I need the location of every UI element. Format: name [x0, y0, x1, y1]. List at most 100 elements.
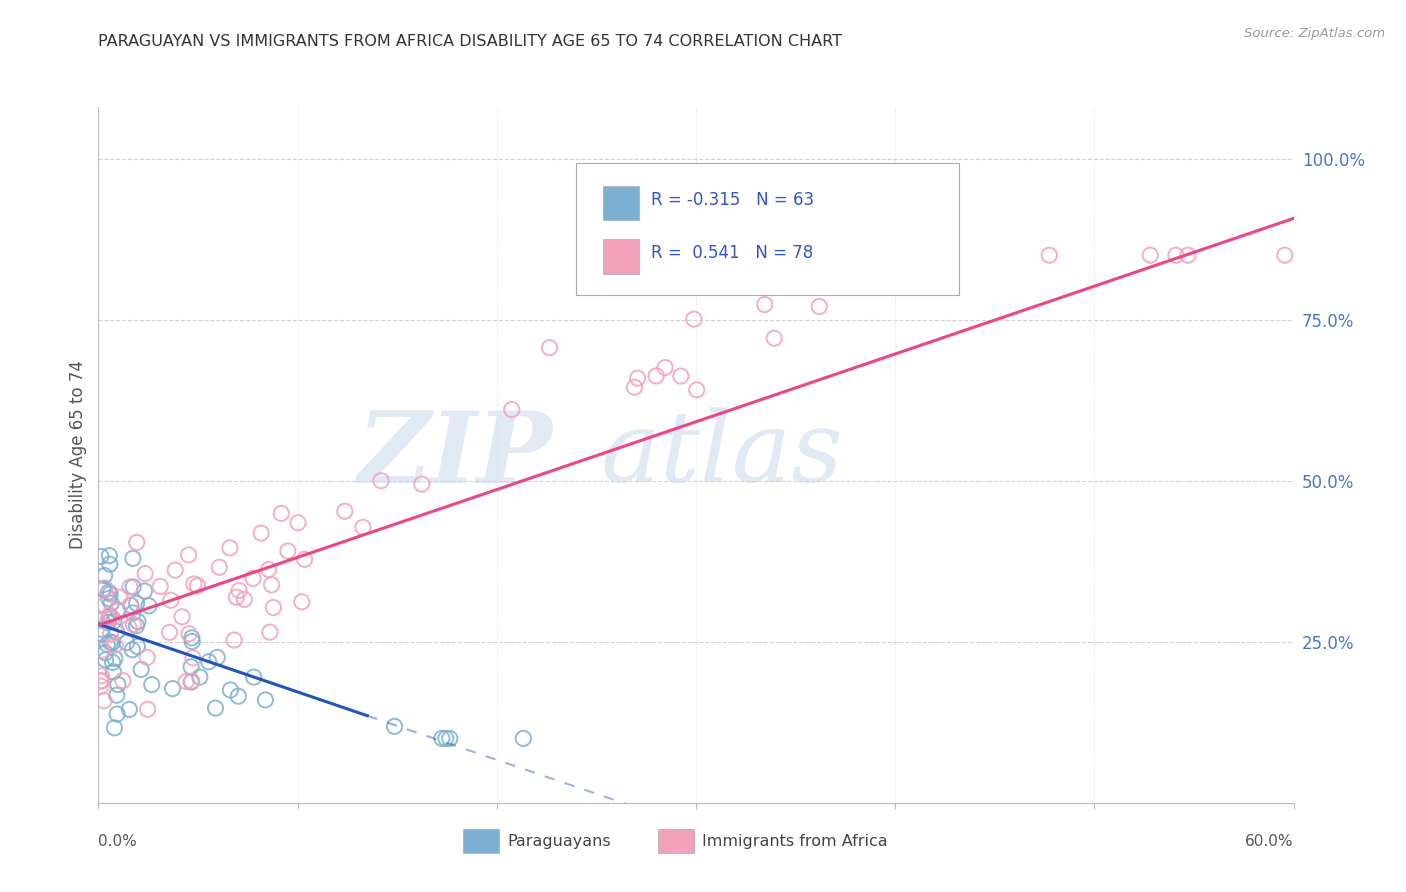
Point — [98, 587, 121, 601]
Point — [122, 580, 145, 594]
Point — [120, 599, 142, 613]
Point — [122, 606, 145, 620]
Point — [91, 643, 114, 657]
Point — [294, 552, 316, 566]
Point — [384, 719, 406, 733]
Point — [96, 637, 118, 651]
Point — [186, 579, 208, 593]
Point — [226, 689, 249, 703]
Point — [107, 603, 129, 617]
Point — [763, 331, 786, 345]
Point — [103, 614, 125, 628]
Point — [103, 721, 125, 735]
Point — [172, 609, 194, 624]
Text: Paraguayans: Paraguayans — [508, 833, 610, 848]
Bar — [603, 186, 638, 220]
Point — [501, 402, 523, 417]
Point — [94, 653, 117, 667]
Point — [1355, 248, 1378, 262]
Point — [162, 681, 184, 696]
Point — [669, 369, 692, 384]
Point — [90, 674, 112, 689]
Point — [205, 650, 228, 665]
Y-axis label: Disability Age 65 to 74: Disability Age 65 to 74 — [69, 360, 87, 549]
Point — [257, 562, 280, 576]
Point — [808, 300, 831, 314]
Point — [127, 615, 149, 629]
Point — [219, 683, 242, 698]
Point — [177, 548, 200, 562]
Point — [370, 474, 392, 488]
Point — [94, 581, 117, 595]
Point — [125, 596, 148, 610]
Point — [1164, 248, 1187, 262]
Point — [242, 571, 264, 585]
FancyBboxPatch shape — [576, 162, 959, 295]
Point — [430, 731, 453, 746]
Point — [104, 651, 127, 665]
Point — [94, 646, 117, 660]
Point — [105, 688, 128, 702]
Point — [654, 360, 676, 375]
Point — [259, 625, 281, 640]
Point — [260, 578, 283, 592]
Point — [100, 627, 122, 641]
Point — [98, 635, 121, 649]
Point — [242, 670, 264, 684]
Point — [97, 591, 120, 606]
Bar — [658, 829, 693, 853]
Point — [105, 707, 128, 722]
Point — [90, 627, 112, 641]
Point — [1367, 248, 1389, 262]
Text: 60.0%: 60.0% — [1246, 834, 1294, 849]
Point — [118, 580, 141, 594]
Point — [122, 551, 145, 566]
Text: ZIP: ZIP — [357, 407, 553, 503]
Point — [97, 615, 120, 630]
Text: PARAGUAYAN VS IMMIGRANTS FROM AFRICA DISABILITY AGE 65 TO 74 CORRELATION CHART: PARAGUAYAN VS IMMIGRANTS FROM AFRICA DIS… — [98, 34, 842, 49]
Point — [149, 579, 172, 593]
Point — [683, 312, 706, 326]
Point — [197, 655, 219, 669]
Text: Immigrants from Africa: Immigrants from Africa — [702, 833, 887, 848]
Point — [103, 665, 125, 679]
Point — [233, 592, 256, 607]
Point — [183, 577, 205, 591]
Text: Source: ZipAtlas.com: Source: ZipAtlas.com — [1244, 27, 1385, 40]
Point — [224, 633, 246, 648]
Text: atlas: atlas — [600, 408, 844, 502]
Point — [120, 599, 142, 613]
Text: 0.0%: 0.0% — [98, 834, 138, 849]
Point — [101, 635, 124, 649]
Point — [623, 380, 645, 394]
Point — [1177, 248, 1199, 262]
Point — [174, 674, 197, 689]
Point — [129, 663, 152, 677]
Point — [1375, 248, 1398, 262]
Point — [134, 584, 156, 599]
Point — [181, 651, 204, 665]
Point — [287, 516, 309, 530]
Point — [180, 631, 202, 645]
Point — [208, 560, 231, 574]
Point — [111, 673, 134, 688]
Text: R = -0.315   N = 63: R = -0.315 N = 63 — [651, 191, 814, 209]
Point — [254, 693, 277, 707]
Point — [93, 598, 115, 612]
Point — [538, 341, 561, 355]
Point — [100, 596, 122, 610]
Point — [872, 248, 894, 262]
Point — [91, 582, 114, 597]
Point — [180, 674, 202, 689]
Point — [228, 583, 250, 598]
Point — [90, 673, 112, 688]
Point — [291, 595, 314, 609]
Point — [270, 507, 292, 521]
Point — [159, 593, 181, 607]
Point — [101, 656, 124, 670]
Point — [181, 634, 204, 648]
Point — [411, 477, 433, 491]
Point — [107, 677, 129, 691]
Text: R =  0.541   N = 78: R = 0.541 N = 78 — [651, 244, 813, 262]
Point — [98, 549, 121, 563]
